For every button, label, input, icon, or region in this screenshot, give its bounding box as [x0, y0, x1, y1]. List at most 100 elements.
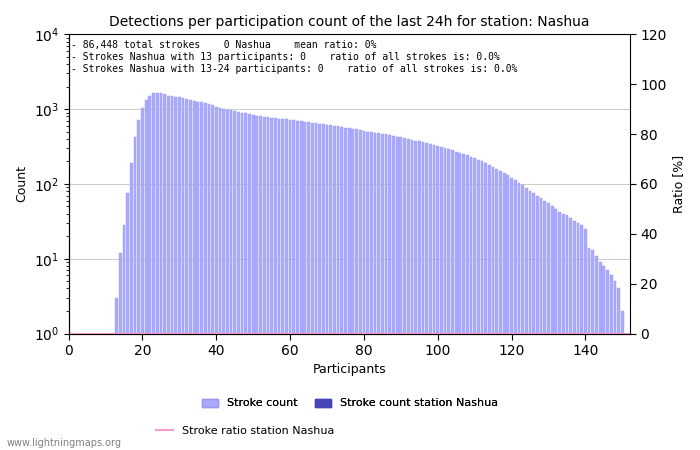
- Bar: [436, 146, 439, 450]
- Bar: [421, 142, 424, 450]
- Bar: [426, 143, 428, 450]
- Bar: [193, 101, 195, 450]
- Bar: [403, 138, 406, 450]
- Bar: [389, 135, 391, 450]
- Bar: [385, 135, 387, 450]
- Bar: [606, 270, 609, 450]
- Bar: [503, 173, 505, 450]
- Bar: [551, 207, 554, 450]
- Bar: [126, 194, 129, 450]
- Bar: [629, 333, 631, 450]
- Bar: [256, 116, 258, 450]
- Bar: [455, 152, 458, 450]
- Title: Detections per participation count of the last 24h for station: Nashua: Detections per participation count of th…: [109, 15, 589, 29]
- Bar: [496, 169, 498, 450]
- Bar: [562, 214, 565, 450]
- Bar: [304, 122, 306, 450]
- Bar: [122, 225, 125, 450]
- Bar: [148, 96, 151, 450]
- Bar: [558, 212, 561, 450]
- Bar: [569, 218, 572, 450]
- Bar: [186, 99, 188, 450]
- Bar: [355, 130, 358, 450]
- Bar: [218, 108, 221, 450]
- Bar: [226, 110, 229, 450]
- Bar: [329, 125, 332, 450]
- Bar: [370, 132, 372, 450]
- Bar: [233, 111, 236, 450]
- Bar: [274, 118, 276, 450]
- Bar: [603, 266, 606, 450]
- Bar: [359, 130, 362, 450]
- Bar: [528, 191, 531, 450]
- Bar: [470, 157, 473, 450]
- Bar: [407, 139, 410, 450]
- Bar: [145, 100, 148, 450]
- Bar: [326, 125, 328, 450]
- Bar: [215, 107, 218, 450]
- Bar: [566, 216, 568, 450]
- Bar: [451, 150, 454, 450]
- Bar: [473, 158, 476, 450]
- Bar: [540, 198, 542, 450]
- Bar: [333, 126, 336, 450]
- Bar: [178, 97, 181, 450]
- Bar: [491, 166, 494, 450]
- Bar: [466, 156, 468, 450]
- Bar: [237, 112, 240, 450]
- Y-axis label: Count: Count: [15, 166, 28, 202]
- Bar: [481, 162, 484, 450]
- Bar: [252, 115, 255, 450]
- Bar: [300, 122, 302, 450]
- Bar: [595, 256, 598, 450]
- Bar: [293, 120, 295, 450]
- Bar: [296, 121, 299, 450]
- Bar: [554, 209, 557, 450]
- Bar: [522, 185, 524, 450]
- Bar: [348, 128, 351, 450]
- Bar: [244, 113, 247, 450]
- Bar: [440, 147, 443, 450]
- Bar: [119, 253, 122, 450]
- Bar: [141, 108, 144, 450]
- Bar: [288, 120, 291, 450]
- Bar: [204, 103, 206, 450]
- Bar: [598, 262, 601, 450]
- Bar: [366, 132, 369, 450]
- Bar: [281, 119, 284, 450]
- Bar: [116, 298, 118, 450]
- Bar: [267, 117, 270, 450]
- Bar: [610, 275, 612, 450]
- Bar: [182, 98, 184, 450]
- Bar: [433, 145, 435, 450]
- Bar: [395, 136, 398, 450]
- Bar: [374, 133, 377, 450]
- Bar: [152, 94, 155, 450]
- Bar: [573, 221, 575, 450]
- Bar: [230, 110, 232, 450]
- Bar: [318, 124, 321, 450]
- Bar: [337, 126, 340, 450]
- Bar: [444, 148, 447, 450]
- Bar: [351, 129, 354, 450]
- Bar: [134, 136, 136, 450]
- Legend: Stroke ratio station Nashua: Stroke ratio station Nashua: [152, 421, 338, 440]
- Bar: [200, 103, 203, 450]
- Bar: [197, 102, 199, 450]
- Bar: [137, 120, 140, 450]
- Bar: [488, 165, 491, 450]
- Bar: [588, 248, 590, 450]
- Bar: [499, 171, 502, 450]
- Bar: [167, 95, 169, 450]
- Bar: [340, 127, 343, 450]
- Bar: [278, 118, 281, 450]
- Bar: [592, 250, 594, 450]
- Bar: [580, 225, 583, 450]
- Bar: [510, 178, 513, 450]
- Bar: [392, 136, 395, 450]
- Bar: [462, 154, 465, 450]
- Bar: [577, 223, 580, 450]
- Bar: [621, 311, 624, 450]
- Bar: [617, 288, 620, 450]
- Bar: [381, 134, 384, 450]
